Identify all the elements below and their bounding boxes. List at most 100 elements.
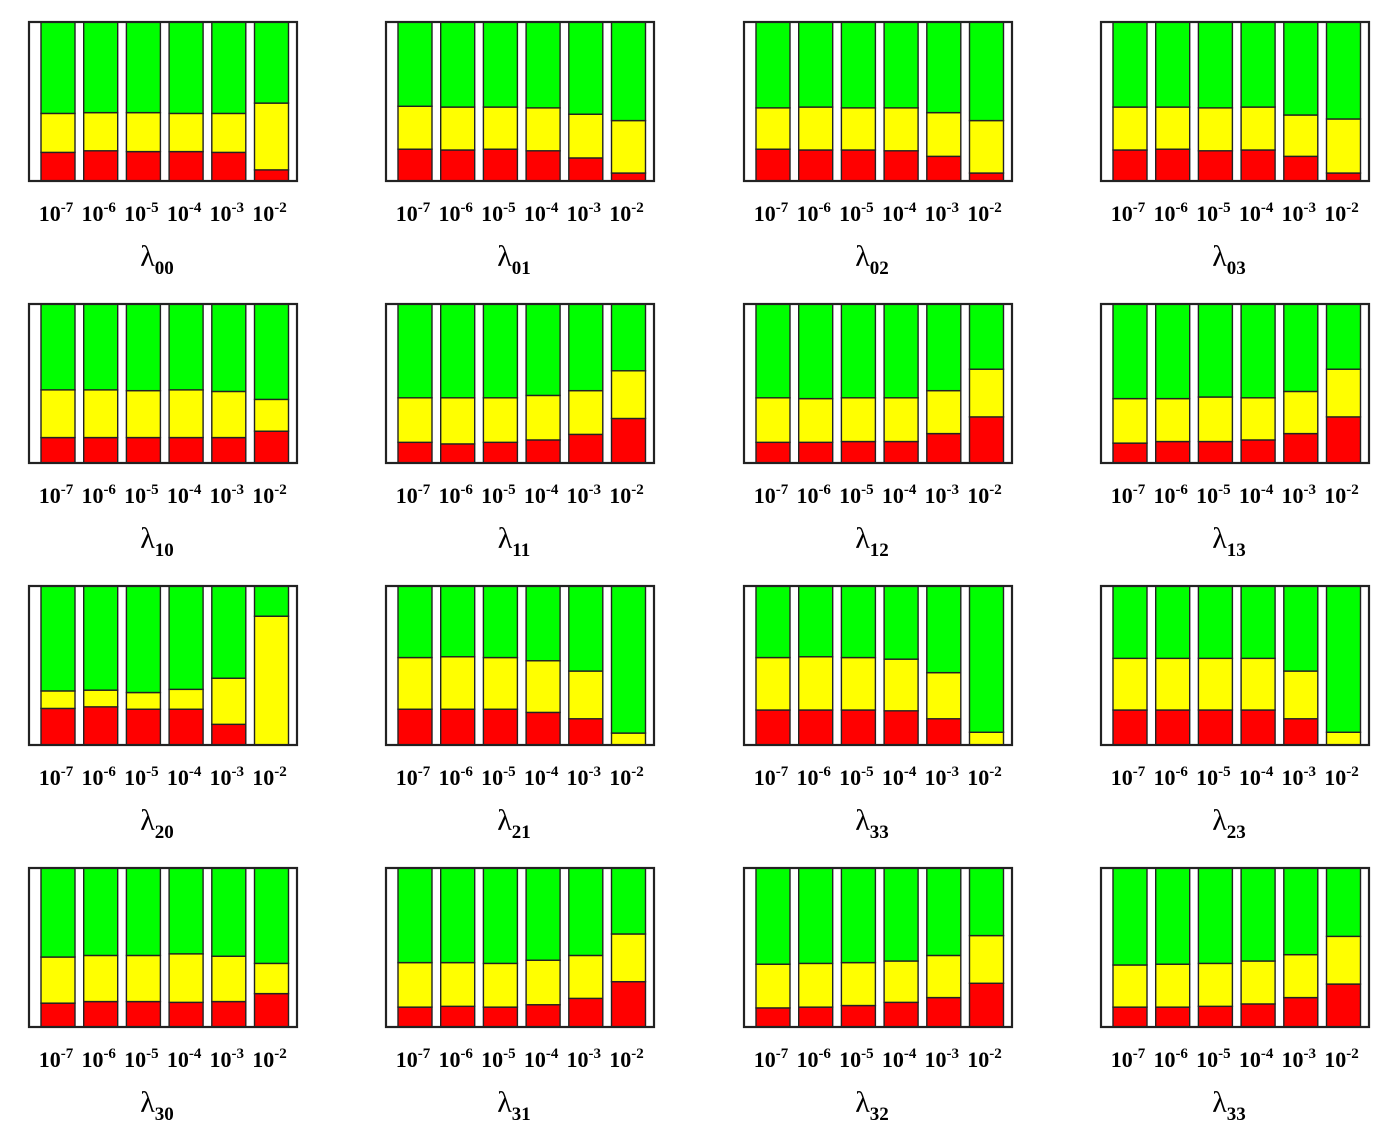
x-tick-label: 10-2 <box>1324 200 1359 226</box>
bar-segment-red <box>525 711 561 746</box>
bar-segment-yellow <box>397 656 433 710</box>
x-tick-label: 10-4 <box>1239 764 1274 790</box>
bar-segment-yellow <box>397 397 433 444</box>
x-tick-label: 10-7 <box>39 764 74 790</box>
bar-segment-red <box>125 708 162 746</box>
bar-segment-yellow <box>40 389 76 439</box>
bar-segment-red <box>1197 440 1234 464</box>
axes-frame <box>27 584 299 747</box>
x-tick-label: 10-6 <box>81 200 116 226</box>
bar-segment-yellow <box>926 671 962 720</box>
axes-frame <box>742 302 1014 465</box>
x-tick-label: 10-7 <box>754 482 789 508</box>
bar-segment-green <box>397 867 433 964</box>
bar-segment-red <box>755 148 791 182</box>
bar-segment-yellow <box>798 656 834 711</box>
x-axis-label: λ20 <box>140 804 174 843</box>
subplot-1-3: 10-7 10-6 10-5 10-4 10-3 10-2 λ13 <box>1099 302 1371 561</box>
bar-segment-green <box>568 585 604 672</box>
bar-segment-green <box>1283 867 1319 956</box>
bar-segment-green <box>482 867 519 965</box>
x-tick-label: 10-2 <box>252 482 287 508</box>
bar-segment-yellow <box>253 962 290 995</box>
bar-segment-yellow <box>482 106 519 150</box>
bar-segment-yellow <box>482 656 519 710</box>
bar-segment-green <box>125 303 162 392</box>
bar-segment-red <box>1112 149 1148 182</box>
bar-segment-red <box>211 151 247 182</box>
bar-segment-yellow <box>525 107 561 152</box>
x-tick-label: 10-7 <box>754 1046 789 1072</box>
bar-segment-yellow <box>840 656 877 711</box>
bar-segment-red <box>840 149 877 182</box>
bar-segment-red <box>1240 439 1276 464</box>
x-tick-label: 10-5 <box>481 1046 516 1072</box>
x-tick-label: 10-5 <box>1196 764 1231 790</box>
bar-segment-yellow <box>1325 731 1362 746</box>
bar-segment-yellow <box>1112 106 1148 151</box>
bar-segment-green <box>926 867 962 957</box>
x-axis-label: λ33 <box>855 804 889 843</box>
bar-segment-yellow <box>1240 657 1276 711</box>
subplot-0-0: 10-7 10-6 10-5 10-4 10-3 10-2 λ00 <box>27 20 299 279</box>
x-tick-label: 10-6 <box>438 200 473 226</box>
bar-segment-red <box>926 718 962 746</box>
bar-segment-yellow <box>610 370 647 420</box>
bar-segment-green <box>1197 303 1234 398</box>
bar-segment-green <box>40 867 76 958</box>
bar-segment-green <box>1154 303 1191 400</box>
bar-segment-green <box>525 21 561 109</box>
subplot-2-0: 10-7 10-6 10-5 10-4 10-3 10-2 λ20 <box>27 584 299 843</box>
bar-segment-green <box>211 867 247 957</box>
bar-segment-yellow <box>397 961 433 1008</box>
x-axis-label: λ30 <box>140 1086 174 1125</box>
bar-segment-green <box>1197 21 1234 109</box>
bar-segment-red <box>1325 416 1362 464</box>
bar-segment-red <box>525 439 561 464</box>
bar-segment-green <box>610 867 647 935</box>
bar-segment-yellow <box>1240 106 1276 151</box>
x-tick-label: 10-7 <box>754 764 789 790</box>
axes-frame <box>384 302 656 465</box>
bar-segment-red <box>40 151 76 182</box>
x-axis-label: λ31 <box>497 1086 531 1125</box>
bar-segment-yellow <box>125 954 162 1003</box>
x-tick-label: 10-4 <box>524 764 559 790</box>
x-tick-label: 10-3 <box>1282 764 1317 790</box>
x-tick-label: 10-6 <box>438 764 473 790</box>
bar-segment-yellow <box>1112 657 1148 711</box>
x-tick-label: 10-5 <box>1196 200 1231 226</box>
x-tick-label: 10-2 <box>252 764 287 790</box>
x-tick-label: 10-7 <box>39 482 74 508</box>
bar-segment-green <box>168 867 204 955</box>
bar-segment-green <box>883 867 919 962</box>
bar-segment-yellow <box>211 955 247 1003</box>
bar-segment-green <box>1112 21 1148 108</box>
x-tick-label: 10-4 <box>882 482 917 508</box>
bar-segment-yellow <box>883 658 919 712</box>
bar-segment-yellow <box>755 656 791 711</box>
bar-segment-red <box>1283 432 1319 464</box>
x-tick-label: 10-2 <box>1324 764 1359 790</box>
bar-segment-yellow <box>1240 960 1276 1005</box>
bar-segment-red <box>168 150 204 182</box>
x-tick-label: 10-7 <box>396 200 431 226</box>
x-tick-label: 10-2 <box>609 764 644 790</box>
x-tick-label: 10-5 <box>481 482 516 508</box>
x-tick-label: 10-5 <box>839 1046 874 1072</box>
bar-segment-yellow <box>525 959 561 1006</box>
bar-segment-red <box>926 432 962 464</box>
bar-segment-green <box>211 585 247 679</box>
bar-segment-red <box>125 436 162 464</box>
bar-segment-red <box>1283 155 1319 182</box>
x-tick-label: 10-5 <box>1196 1046 1231 1072</box>
x-tick-label: 10-2 <box>1324 482 1359 508</box>
x-tick-label: 10-7 <box>1111 1046 1146 1072</box>
x-tick-label: 10-4 <box>1239 1046 1274 1072</box>
bar-segment-yellow <box>440 397 476 445</box>
bar-segment-red <box>440 443 476 464</box>
axes-frame <box>384 866 656 1029</box>
x-axis-label: λ00 <box>140 240 174 279</box>
x-tick-label: 10-6 <box>796 482 831 508</box>
bar-segment-yellow <box>525 394 561 441</box>
